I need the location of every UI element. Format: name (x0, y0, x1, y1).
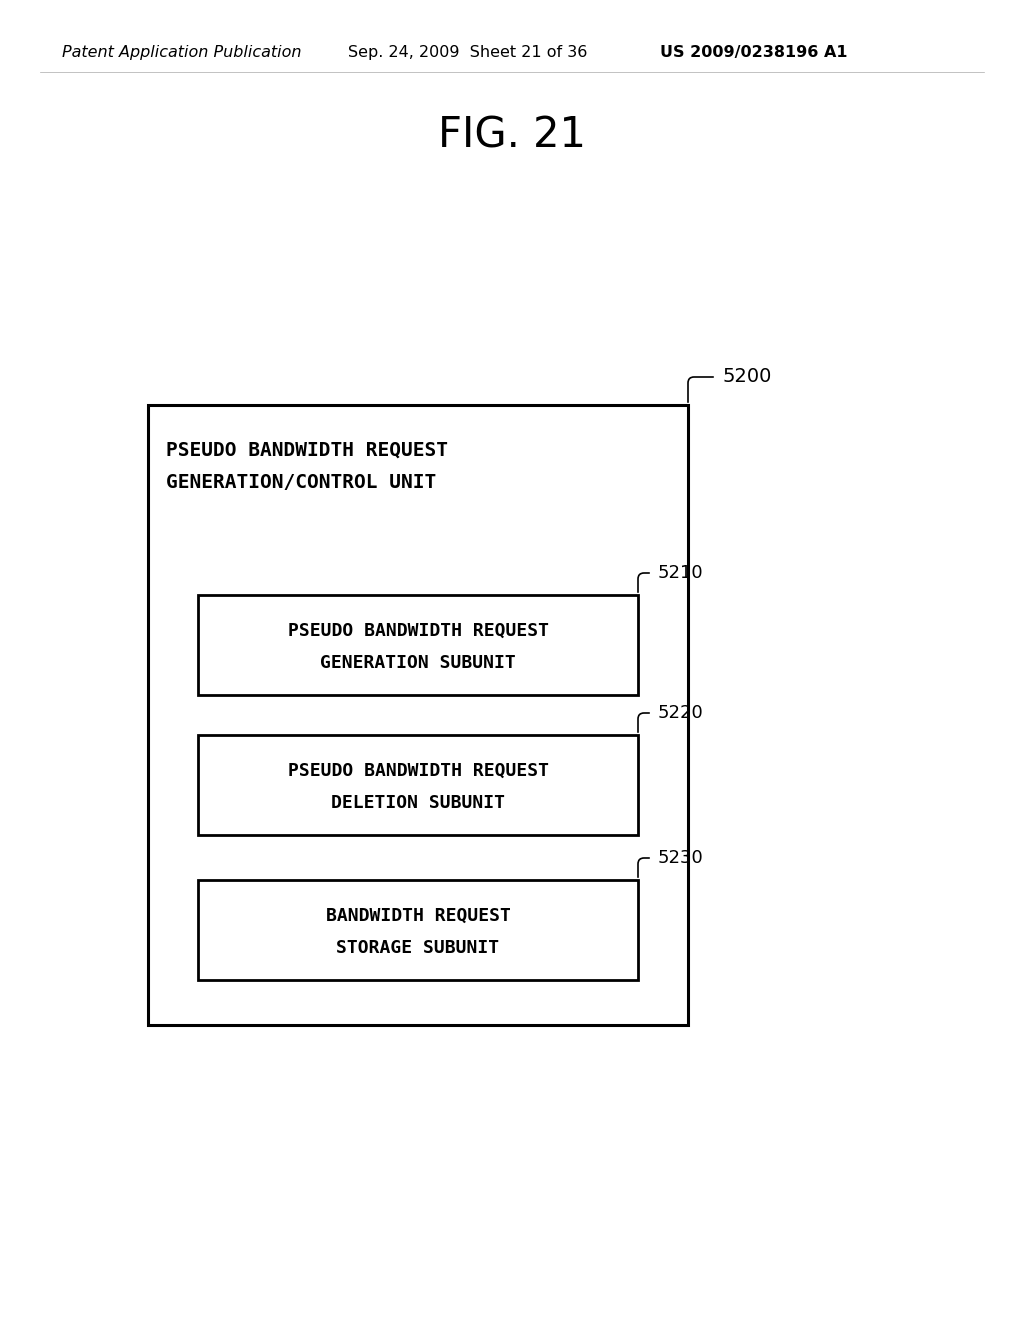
Text: GENERATION/CONTROL UNIT: GENERATION/CONTROL UNIT (166, 474, 436, 492)
Text: PSEUDO BANDWIDTH REQUEST: PSEUDO BANDWIDTH REQUEST (288, 762, 549, 780)
Text: BANDWIDTH REQUEST: BANDWIDTH REQUEST (326, 907, 510, 925)
Text: STORAGE SUBUNIT: STORAGE SUBUNIT (337, 939, 500, 957)
Text: PSEUDO BANDWIDTH REQUEST: PSEUDO BANDWIDTH REQUEST (166, 441, 449, 459)
Text: 5220: 5220 (658, 704, 703, 722)
Bar (198, 735, 638, 836)
Text: DELETION SUBUNIT: DELETION SUBUNIT (331, 795, 505, 812)
Bar (148, 405, 688, 1026)
Text: 5200: 5200 (722, 367, 771, 387)
Text: 5230: 5230 (658, 849, 703, 867)
Text: GENERATION SUBUNIT: GENERATION SUBUNIT (321, 653, 516, 672)
Text: FIG. 21: FIG. 21 (438, 114, 586, 156)
Text: 5210: 5210 (658, 564, 703, 582)
Bar (198, 880, 638, 979)
Text: Sep. 24, 2009  Sheet 21 of 36: Sep. 24, 2009 Sheet 21 of 36 (348, 45, 588, 59)
Text: US 2009/0238196 A1: US 2009/0238196 A1 (660, 45, 848, 59)
Text: PSEUDO BANDWIDTH REQUEST: PSEUDO BANDWIDTH REQUEST (288, 622, 549, 640)
Text: Patent Application Publication: Patent Application Publication (62, 45, 301, 59)
Bar (198, 595, 638, 696)
